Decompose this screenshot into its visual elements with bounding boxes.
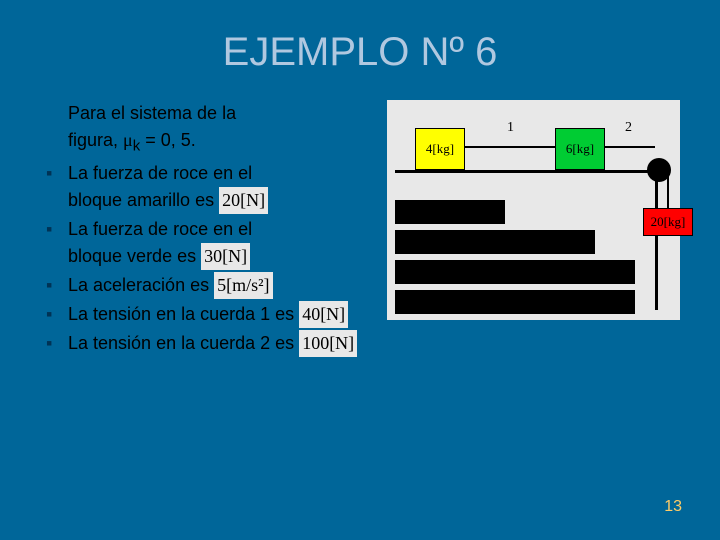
rope-label-2: 2 [625,120,632,136]
overlay-bar [395,200,505,224]
rope-label-1: 1 [507,120,514,136]
block-red: 20[kg] [643,208,693,236]
bullet-text2: bloque amarillo es [68,190,214,210]
surface-vertical [655,170,658,310]
overlay-bar [395,290,635,314]
overlay-bar [395,230,595,254]
page-title: EJEMPLO Nº 6 [40,30,680,75]
mu-symbol: μ [123,130,133,150]
intro-line2b: = 0, 5. [140,130,196,150]
list-item: La fuerza de roce en el bloque verde es … [40,216,375,270]
overlay-bar [395,260,635,284]
bullet-text: La tensión en la cuerda 2 es [68,333,294,353]
bullet-text: La fuerza de roce en el [68,163,252,183]
surface-horizontal [395,170,657,173]
text-column: Para el sistema de la figura, μk = 0, 5.… [40,100,375,359]
block-green: 6[kg] [555,128,605,170]
list-item: La aceleración es 5[m/s²] [40,272,375,299]
slide: EJEMPLO Nº 6 Para el sistema de la figur… [0,0,720,540]
intro-line2a: figura, [68,130,123,150]
rope-2-horizontal [605,146,655,148]
value-box: 5[m/s²] [214,272,272,299]
rope-2-vertical [667,172,669,210]
value-box: 40[N] [299,301,348,328]
bullet-text: La tensión en la cuerda 1 es [68,304,294,324]
page-number: 13 [664,498,682,516]
list-item: La tensión en la cuerda 2 es 100[N] [40,330,375,357]
bullet-text: La aceleración es [68,275,209,295]
value-box: 20[N] [219,187,268,214]
block-yellow: 4[kg] [415,128,465,170]
intro-line1: Para el sistema de la [68,103,236,123]
bullet-list: La fuerza de roce en el bloque amarillo … [40,160,375,357]
intro-text: Para el sistema de la figura, μk = 0, 5. [68,100,375,158]
value-box: 30[N] [201,243,250,270]
list-item: La tensión en la cuerda 1 es 40[N] [40,301,375,328]
rope-1 [465,146,555,148]
bullet-text: La fuerza de roce en el [68,219,252,239]
list-item: La fuerza de roce en el bloque amarillo … [40,160,375,214]
content-row: Para el sistema de la figura, μk = 0, 5.… [40,100,680,359]
physics-figure: 1 2 4[kg] 6[kg] 20[kg] [387,100,680,320]
value-box: 100[N] [299,330,357,357]
bullet-text2: bloque verde es [68,246,196,266]
